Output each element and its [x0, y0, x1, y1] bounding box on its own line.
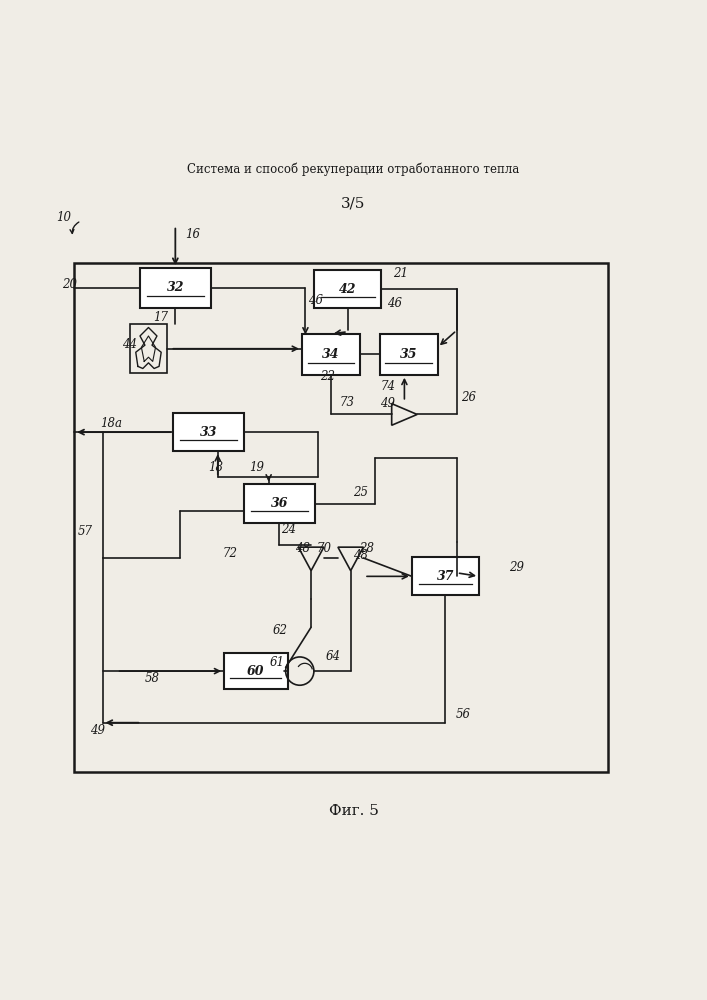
- Text: 22: 22: [320, 370, 334, 383]
- Text: 35: 35: [400, 348, 417, 361]
- Text: 21: 21: [393, 267, 408, 280]
- Text: 34: 34: [322, 348, 339, 361]
- Text: 62: 62: [273, 624, 288, 637]
- Text: 26: 26: [461, 391, 476, 404]
- Bar: [314, 270, 381, 308]
- Text: 46: 46: [308, 294, 322, 307]
- Text: 3/5: 3/5: [341, 196, 366, 210]
- Text: 18: 18: [209, 461, 223, 474]
- Bar: [74, 263, 608, 772]
- Text: 61: 61: [270, 656, 285, 669]
- Bar: [224, 653, 288, 689]
- Bar: [244, 484, 315, 523]
- Bar: [130, 324, 167, 373]
- Text: 37: 37: [437, 570, 454, 583]
- Text: 64: 64: [325, 650, 340, 663]
- Text: 28: 28: [359, 542, 374, 555]
- Text: 46: 46: [387, 297, 402, 310]
- Text: 73: 73: [339, 396, 354, 409]
- Bar: [380, 334, 438, 375]
- Text: 48: 48: [354, 549, 368, 562]
- Bar: [173, 413, 244, 451]
- Text: 29: 29: [509, 561, 524, 574]
- Text: 44: 44: [122, 338, 136, 351]
- Text: 19: 19: [249, 461, 264, 474]
- Text: 25: 25: [354, 486, 368, 499]
- Text: Фиг. 5: Фиг. 5: [329, 804, 378, 818]
- Text: 74: 74: [380, 380, 395, 393]
- Text: 72: 72: [223, 547, 238, 560]
- Bar: [302, 334, 360, 375]
- Bar: [411, 557, 479, 595]
- Text: 36: 36: [271, 497, 288, 510]
- Text: 20: 20: [62, 278, 77, 291]
- Text: 49: 49: [90, 724, 105, 737]
- Text: 33: 33: [200, 426, 217, 439]
- Text: 32: 32: [167, 281, 184, 294]
- Text: 24: 24: [281, 523, 296, 536]
- Text: 42: 42: [339, 283, 356, 296]
- Text: 57: 57: [78, 525, 93, 538]
- Text: 18a: 18a: [100, 417, 122, 430]
- Bar: [140, 268, 211, 308]
- Text: 10: 10: [57, 211, 71, 224]
- Text: Система и способ рекуперации отработанного тепла: Система и способ рекуперации отработанно…: [187, 162, 520, 176]
- Text: 16: 16: [185, 228, 200, 241]
- Text: 70: 70: [317, 542, 332, 555]
- Text: 49: 49: [380, 397, 395, 410]
- Text: 17: 17: [153, 311, 168, 324]
- Text: 58: 58: [145, 672, 160, 685]
- Text: 56: 56: [456, 708, 471, 721]
- Text: 60: 60: [247, 665, 264, 678]
- Text: 48: 48: [296, 542, 310, 555]
